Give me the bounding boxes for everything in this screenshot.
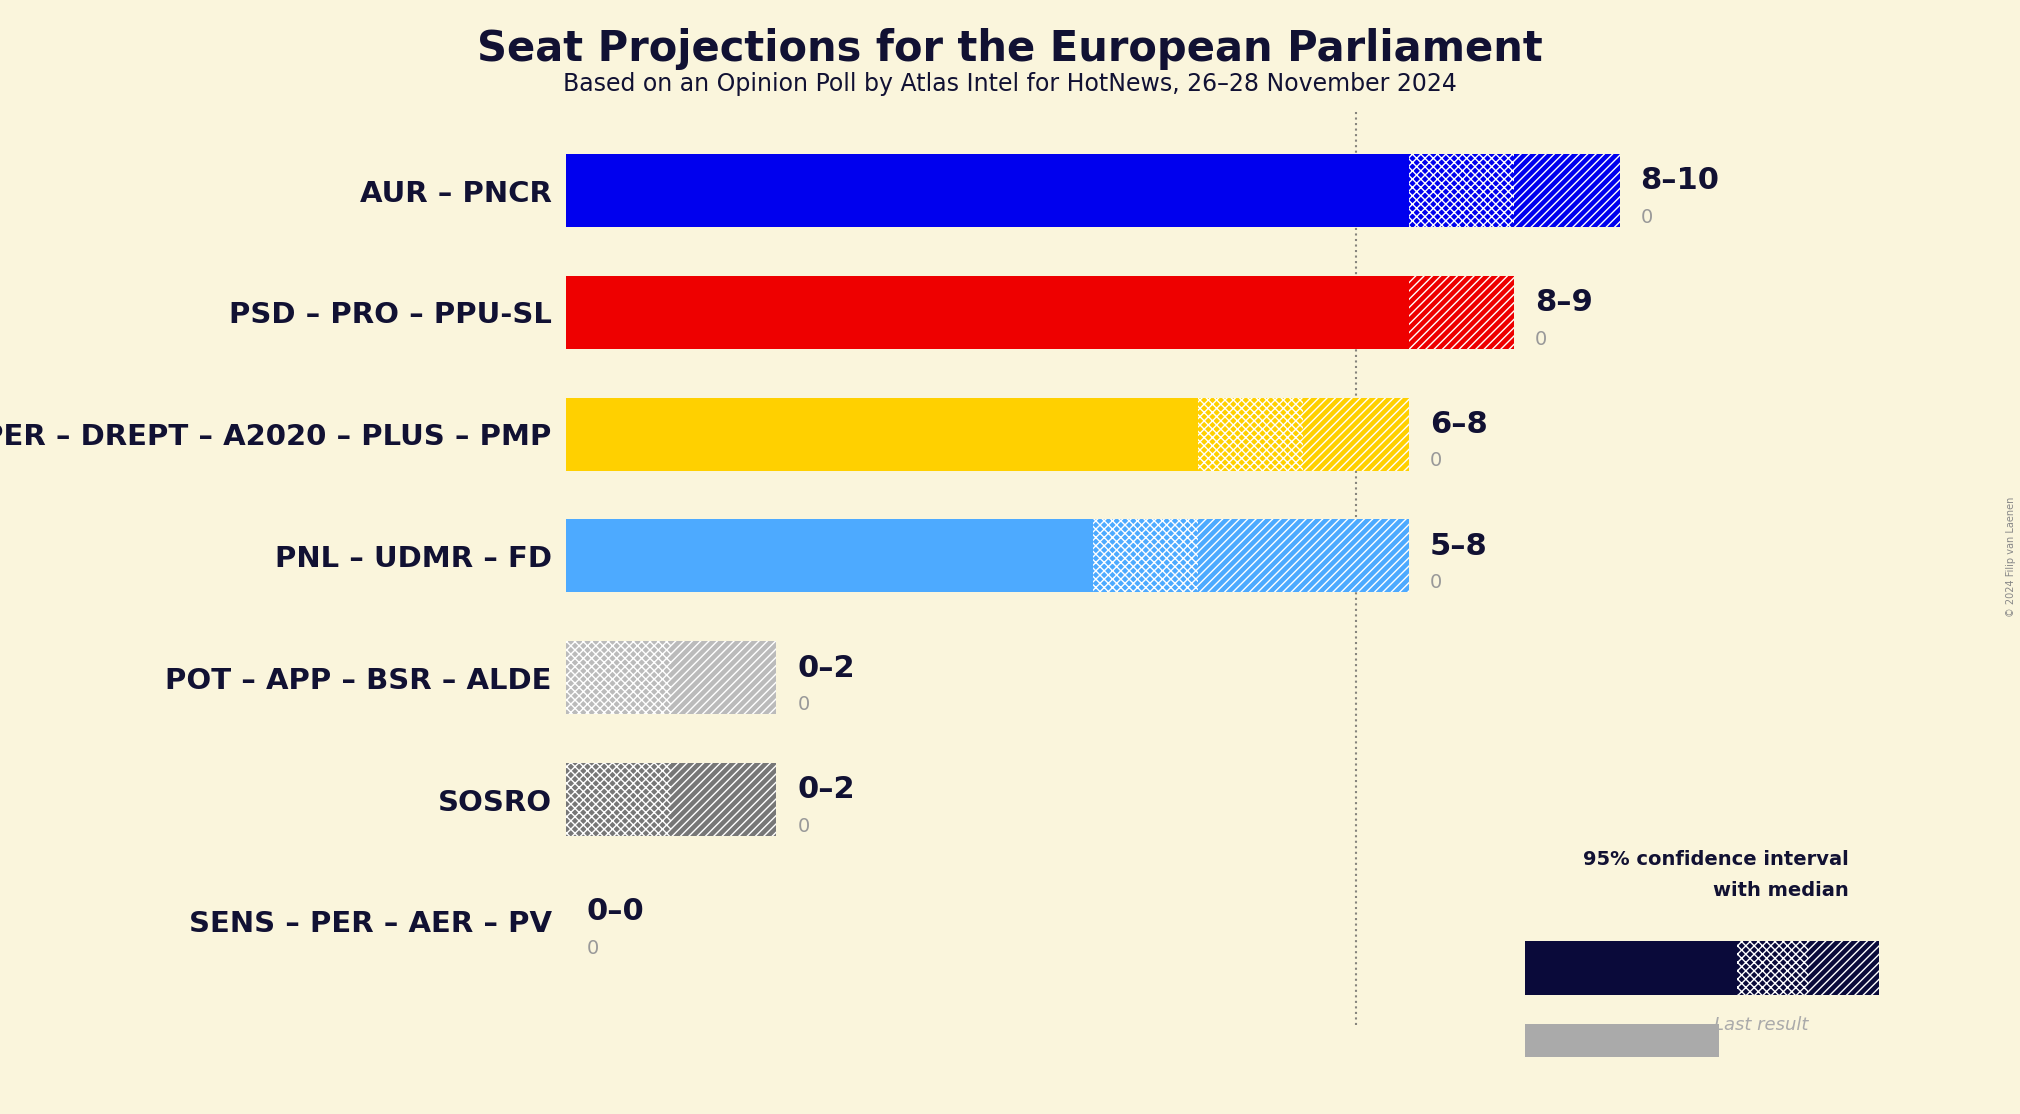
- Bar: [566, 398, 1198, 471]
- Bar: [1515, 154, 1620, 227]
- Text: 0–0: 0–0: [586, 897, 644, 926]
- Bar: [1808, 941, 1879, 996]
- Text: Seat Projections for the European Parliament: Seat Projections for the European Parlia…: [477, 28, 1543, 70]
- Bar: [1525, 1025, 1719, 1056]
- Bar: [1198, 398, 1303, 471]
- Bar: [1093, 519, 1198, 593]
- Text: 0: 0: [798, 695, 810, 714]
- Bar: [671, 763, 776, 837]
- Bar: [1737, 941, 1808, 996]
- Bar: [1198, 519, 1408, 593]
- Text: 0: 0: [1430, 574, 1442, 593]
- Bar: [1408, 276, 1515, 349]
- Text: 95% confidence interval: 95% confidence interval: [1582, 850, 1848, 869]
- Bar: [1303, 398, 1408, 471]
- Text: Last result: Last result: [1713, 1016, 1808, 1034]
- Bar: [566, 154, 1408, 227]
- Text: © 2024 Filip van Laenen: © 2024 Filip van Laenen: [2006, 497, 2016, 617]
- Text: 0: 0: [798, 817, 810, 836]
- Text: 0: 0: [1535, 330, 1547, 349]
- Text: 0: 0: [586, 939, 598, 958]
- Bar: [1525, 941, 1737, 996]
- Text: 8–9: 8–9: [1535, 289, 1594, 317]
- Text: 0–2: 0–2: [798, 775, 854, 804]
- Bar: [1408, 154, 1515, 227]
- Bar: [566, 276, 1408, 349]
- Bar: [566, 642, 671, 714]
- Text: Based on an Opinion Poll by Atlas Intel for HotNews, 26–28 November 2024: Based on an Opinion Poll by Atlas Intel …: [564, 72, 1456, 97]
- Text: 0: 0: [1430, 451, 1442, 470]
- Text: 0: 0: [1640, 208, 1652, 227]
- Bar: [566, 763, 671, 837]
- Text: with median: with median: [1713, 881, 1848, 900]
- Text: 5–8: 5–8: [1430, 531, 1487, 560]
- Bar: [671, 642, 776, 714]
- Text: 8–10: 8–10: [1640, 166, 1719, 195]
- Text: 0–2: 0–2: [798, 654, 854, 683]
- Text: 6–8: 6–8: [1430, 410, 1487, 439]
- Bar: [566, 519, 1093, 593]
